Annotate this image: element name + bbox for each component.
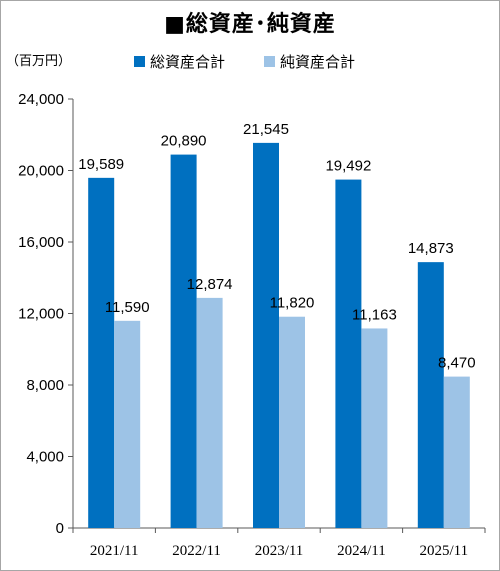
bar-net-assets xyxy=(279,316,305,528)
legend-label-net-assets: 純資産合計 xyxy=(280,53,356,71)
legend-swatch-total-assets xyxy=(134,56,145,67)
y-tick-label: 16,000 xyxy=(18,234,64,251)
bar-net-assets xyxy=(114,320,141,528)
data-label-total-assets: 14,873 xyxy=(408,240,454,257)
data-label-total-assets: 20,890 xyxy=(161,133,207,150)
data-label-net-assets: 11,590 xyxy=(105,299,150,316)
bar-net-assets xyxy=(361,328,388,528)
y-tick-label: 4,000 xyxy=(26,449,64,466)
y-axis-unit-label: （百万円） xyxy=(6,54,72,69)
data-label-total-assets: 19,492 xyxy=(325,158,371,175)
x-category-label: 2021/11 xyxy=(90,543,139,559)
legend-swatch-net-assets xyxy=(264,56,275,67)
data-label-net-assets: 11,820 xyxy=(270,295,315,312)
data-label-total-assets: 21,545 xyxy=(243,121,289,138)
x-category-label: 2025/11 xyxy=(419,543,468,559)
bar-total-assets xyxy=(335,179,362,528)
bar-net-assets xyxy=(443,376,470,528)
y-tick-label: 12,000 xyxy=(18,306,64,323)
bar-total-assets xyxy=(170,154,197,528)
y-tick-label: 20,000 xyxy=(18,163,64,180)
bar-net-assets xyxy=(196,297,223,528)
y-tick-label: 8,000 xyxy=(26,377,64,394)
legend-label-total-assets: 総資産合計 xyxy=(150,53,226,71)
data-label-total-assets: 19,589 xyxy=(78,156,124,173)
chart-title: ■総資産･純資産 xyxy=(164,12,336,37)
data-label-net-assets: 12,874 xyxy=(187,276,233,293)
y-tick-label: 0 xyxy=(56,520,64,537)
data-label-net-assets: 8,470 xyxy=(438,355,476,372)
bar-total-assets xyxy=(417,262,444,528)
bar-total-assets xyxy=(88,177,115,528)
x-category-label: 2023/11 xyxy=(255,543,304,559)
bar-total-assets xyxy=(253,142,279,528)
data-label-net-assets: 11,163 xyxy=(352,306,397,323)
x-category-label: 2024/11 xyxy=(337,543,386,559)
y-tick-label: 24,000 xyxy=(18,91,64,108)
x-category-label: 2022/11 xyxy=(172,543,221,559)
